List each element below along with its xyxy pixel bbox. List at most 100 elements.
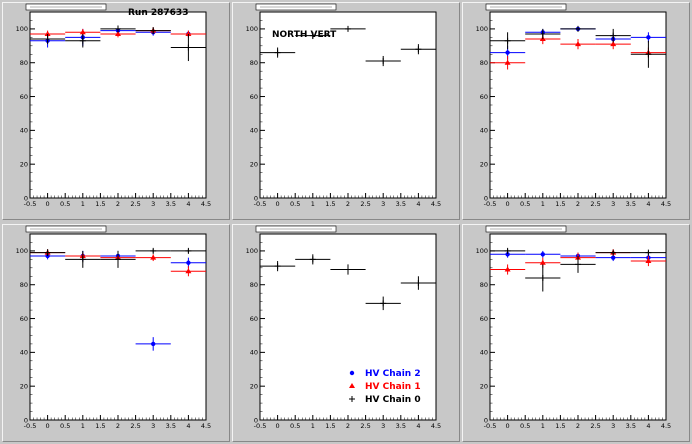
data-point <box>345 25 351 32</box>
pad-shadow <box>232 224 460 442</box>
y-tick-label: 80 <box>20 59 28 67</box>
x-tick-label: -0.5 <box>254 422 267 430</box>
y-tick-label: 60 <box>20 315 28 323</box>
run-label: Run 287633 <box>128 8 188 18</box>
y-tick-label: 40 <box>20 349 28 357</box>
x-tick-label: 2 <box>116 422 120 430</box>
data-point <box>645 258 652 264</box>
y-tick-label: 20 <box>480 382 488 390</box>
y-tick-label: 20 <box>480 160 488 168</box>
x-tick-label: 3.5 <box>626 422 636 430</box>
x-tick-label: 4 <box>646 200 650 208</box>
data-point <box>415 280 422 287</box>
data-point <box>150 254 157 260</box>
x-tick-label: 1 <box>311 422 315 430</box>
y-tick-label: 80 <box>250 59 258 67</box>
y-tick-label: 100 <box>246 247 258 255</box>
data-point <box>645 249 652 256</box>
data-point <box>345 266 351 273</box>
y-tick-label: 80 <box>480 59 488 67</box>
legend-marker-triangle <box>349 383 355 388</box>
x-tick-label: 3 <box>151 422 155 430</box>
x-tick-label: 2 <box>116 200 120 208</box>
y-tick-label: 60 <box>20 93 28 101</box>
data-point <box>309 32 316 39</box>
data-point <box>44 36 51 43</box>
data-point <box>575 261 581 268</box>
x-tick-label: 1 <box>81 422 85 430</box>
data-point <box>79 256 86 263</box>
x-tick-label: 1 <box>311 200 315 208</box>
y-tick-label: 20 <box>20 160 28 168</box>
x-tick-label: 1 <box>541 200 545 208</box>
x-tick-label: 3.5 <box>626 200 636 208</box>
y-tick-label: 40 <box>20 127 28 135</box>
legend-marker-cross <box>349 396 355 402</box>
x-tick-label: 0.5 <box>290 422 300 430</box>
x-tick-label: 0.5 <box>60 422 70 430</box>
x-tick-label: -0.5 <box>254 200 267 208</box>
x-tick-label: 0.5 <box>290 200 300 208</box>
north-vert-label: NORTH VERT <box>272 30 337 40</box>
data-point <box>380 300 387 307</box>
data-point <box>645 51 652 58</box>
x-tick-label: 3 <box>611 422 615 430</box>
chart-pad-2: -0.5 0 0.5 1 1.5 2 2.5 3 3.5 4 4.5020406080100NORT… <box>232 2 460 220</box>
x-tick-label: 3 <box>381 200 385 208</box>
data-point <box>505 50 510 55</box>
x-tick-label: 4 <box>186 200 190 208</box>
y-tick-label: 0 <box>254 194 258 202</box>
data-point <box>539 259 546 265</box>
y-tick-label: 0 <box>24 416 28 424</box>
data-point <box>186 260 191 265</box>
y-tick-label: 0 <box>24 194 28 202</box>
y-tick-label: 40 <box>250 127 258 135</box>
pad-shadow <box>462 224 690 442</box>
y-tick-label: 80 <box>20 281 28 289</box>
y-tick-label: 80 <box>480 281 488 289</box>
x-tick-label: 4.5 <box>431 422 441 430</box>
plot-frame <box>259 11 437 199</box>
x-tick-label: 2 <box>346 422 350 430</box>
legend-entry: HV Chain 0 <box>365 395 421 405</box>
x-tick-label: 2.5 <box>360 200 370 208</box>
legend-entry: HV Chain 1 <box>365 382 421 392</box>
x-tick-label: 1.5 <box>325 200 335 208</box>
x-tick-label: 4 <box>416 200 420 208</box>
pad-shadow <box>232 2 460 220</box>
x-tick-label: 0 <box>506 422 510 430</box>
y-tick-label: 100 <box>476 25 488 33</box>
y-tick-label: 20 <box>250 160 258 168</box>
x-tick-label: 2 <box>346 200 350 208</box>
data-point <box>185 268 192 274</box>
x-tick-label: 0.5 <box>520 200 530 208</box>
x-tick-label: 1 <box>541 422 545 430</box>
data-point <box>79 37 86 44</box>
data-point <box>505 252 510 257</box>
data-point <box>610 41 617 47</box>
y-tick-label: 100 <box>16 247 28 255</box>
x-tick-label: -0.5 <box>24 200 37 208</box>
x-tick-label: 3.5 <box>396 422 406 430</box>
x-tick-label: 1.5 <box>95 200 105 208</box>
data-point <box>44 249 51 256</box>
x-tick-label: 4.5 <box>201 422 211 430</box>
y-tick-label: 40 <box>250 349 258 357</box>
data-point <box>185 30 192 36</box>
data-point <box>575 41 581 47</box>
x-tick-label: 3 <box>381 422 385 430</box>
y-tick-label: 0 <box>484 194 488 202</box>
data-point <box>539 274 546 281</box>
x-tick-label: 2.5 <box>130 200 140 208</box>
data-point <box>150 247 157 254</box>
data-point <box>504 247 511 254</box>
x-tick-label: 4.5 <box>431 200 441 208</box>
x-tick-label: -0.5 <box>484 422 497 430</box>
x-tick-label: 3.5 <box>166 422 176 430</box>
data-point <box>575 25 581 32</box>
